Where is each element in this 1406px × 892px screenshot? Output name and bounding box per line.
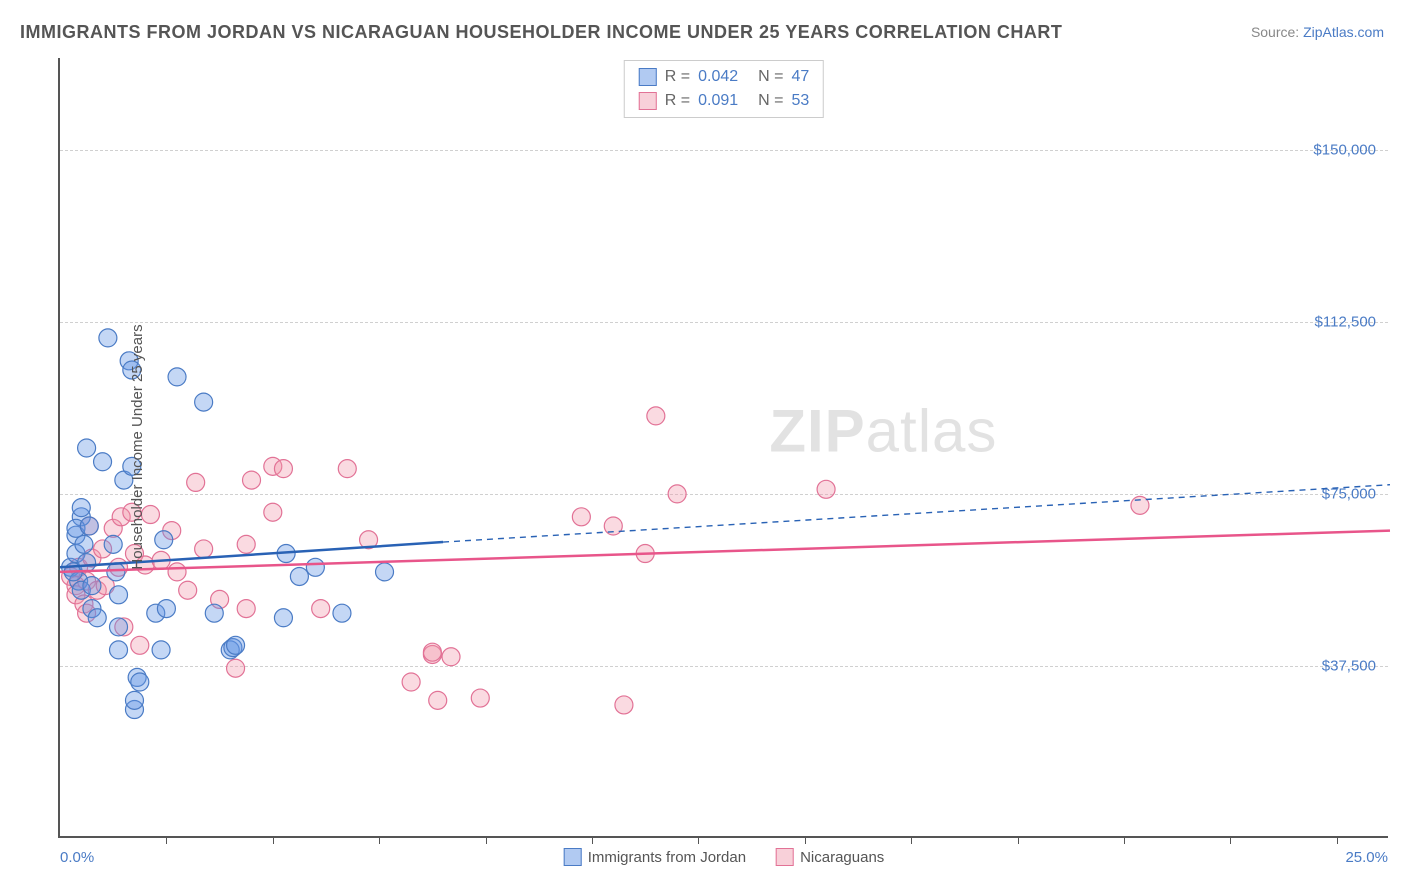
swatch-pink-icon	[776, 848, 794, 866]
scatter-point	[615, 696, 633, 714]
scatter-point	[237, 535, 255, 553]
scatter-point	[179, 581, 197, 599]
scatter-point	[312, 600, 330, 618]
x-tick	[1124, 836, 1125, 844]
chart-title: IMMIGRANTS FROM JORDAN VS NICARAGUAN HOU…	[20, 22, 1062, 43]
scatter-point	[110, 618, 128, 636]
y-axis-title: Householder Income Under 25 years	[129, 324, 146, 569]
legend: Immigrants from Jordan Nicaraguans	[564, 848, 885, 866]
scatter-point	[187, 473, 205, 491]
x-tick	[1018, 836, 1019, 844]
chart-area: $37,500$75,000$112,500$150,000 R = 0.042…	[58, 58, 1388, 838]
r-label: R =	[665, 89, 690, 113]
scatter-point	[110, 641, 128, 659]
scatter-point	[75, 535, 93, 553]
scatter-point	[274, 609, 292, 627]
scatter-point	[125, 691, 143, 709]
scatter-point	[338, 460, 356, 478]
x-tick	[273, 836, 274, 844]
scatter-point	[99, 329, 117, 347]
scatter-point	[104, 535, 122, 553]
scatter-point	[668, 485, 686, 503]
legend-label-nicaraguans: Nicaraguans	[800, 849, 884, 866]
x-tick	[698, 836, 699, 844]
scatter-point	[83, 577, 101, 595]
x-axis-max-label: 25.0%	[1345, 849, 1388, 866]
scatter-point	[243, 471, 261, 489]
scatter-point	[157, 600, 175, 618]
scatter-point	[205, 604, 223, 622]
swatch-pink-icon	[639, 92, 657, 110]
scatter-svg	[60, 58, 1388, 836]
scatter-point	[88, 609, 106, 627]
r-label: R =	[665, 65, 690, 89]
scatter-point	[402, 673, 420, 691]
scatter-point	[227, 659, 245, 677]
scatter-point	[274, 460, 292, 478]
scatter-point	[429, 691, 447, 709]
trend-line-nicaraguans	[60, 531, 1390, 572]
scatter-point	[376, 563, 394, 581]
scatter-point	[110, 586, 128, 604]
scatter-point	[152, 641, 170, 659]
x-tick	[805, 836, 806, 844]
x-axis-min-label: 0.0%	[60, 849, 94, 866]
n-value-jordan: 47	[791, 65, 809, 89]
x-tick	[592, 836, 593, 844]
scatter-point	[442, 648, 460, 666]
scatter-point	[264, 503, 282, 521]
legend-label-jordan: Immigrants from Jordan	[588, 849, 746, 866]
scatter-point	[333, 604, 351, 622]
scatter-point	[237, 600, 255, 618]
scatter-point	[423, 643, 441, 661]
scatter-point	[78, 439, 96, 457]
plot-area: $37,500$75,000$112,500$150,000 R = 0.042…	[58, 58, 1388, 838]
scatter-point	[107, 563, 125, 581]
stats-row-jordan: R = 0.042 N = 47	[639, 65, 809, 89]
scatter-point	[227, 636, 245, 654]
scatter-point	[290, 567, 308, 585]
scatter-point	[94, 453, 112, 471]
scatter-point	[195, 540, 213, 558]
source-link[interactable]: ZipAtlas.com	[1303, 24, 1384, 40]
n-value-nicaraguans: 53	[791, 89, 809, 113]
r-value-nicaraguans: 0.091	[698, 89, 750, 113]
scatter-point	[168, 368, 186, 386]
scatter-point	[78, 554, 96, 572]
swatch-blue-icon	[564, 848, 582, 866]
scatter-point	[817, 480, 835, 498]
x-tick	[486, 836, 487, 844]
r-value-jordan: 0.042	[698, 65, 750, 89]
source-label: Source:	[1251, 24, 1303, 40]
scatter-point	[72, 499, 90, 517]
x-tick	[1337, 836, 1338, 844]
legend-item-nicaraguans: Nicaraguans	[776, 848, 884, 866]
swatch-blue-icon	[639, 68, 657, 86]
stats-row-nicaraguans: R = 0.091 N = 53	[639, 89, 809, 113]
scatter-point	[572, 508, 590, 526]
n-label: N =	[758, 89, 783, 113]
correlation-stats-box: R = 0.042 N = 47 R = 0.091 N = 53	[624, 60, 824, 118]
x-tick	[911, 836, 912, 844]
legend-item-jordan: Immigrants from Jordan	[564, 848, 746, 866]
x-tick	[1230, 836, 1231, 844]
scatter-point	[195, 393, 213, 411]
scatter-point	[80, 517, 98, 535]
scatter-point	[131, 673, 149, 691]
x-tick	[166, 836, 167, 844]
scatter-point	[647, 407, 665, 425]
scatter-point	[306, 558, 324, 576]
scatter-point	[155, 531, 173, 549]
x-tick	[379, 836, 380, 844]
scatter-point	[131, 636, 149, 654]
scatter-point	[168, 563, 186, 581]
n-label: N =	[758, 65, 783, 89]
scatter-point	[471, 689, 489, 707]
source-citation: Source: ZipAtlas.com	[1251, 24, 1384, 40]
